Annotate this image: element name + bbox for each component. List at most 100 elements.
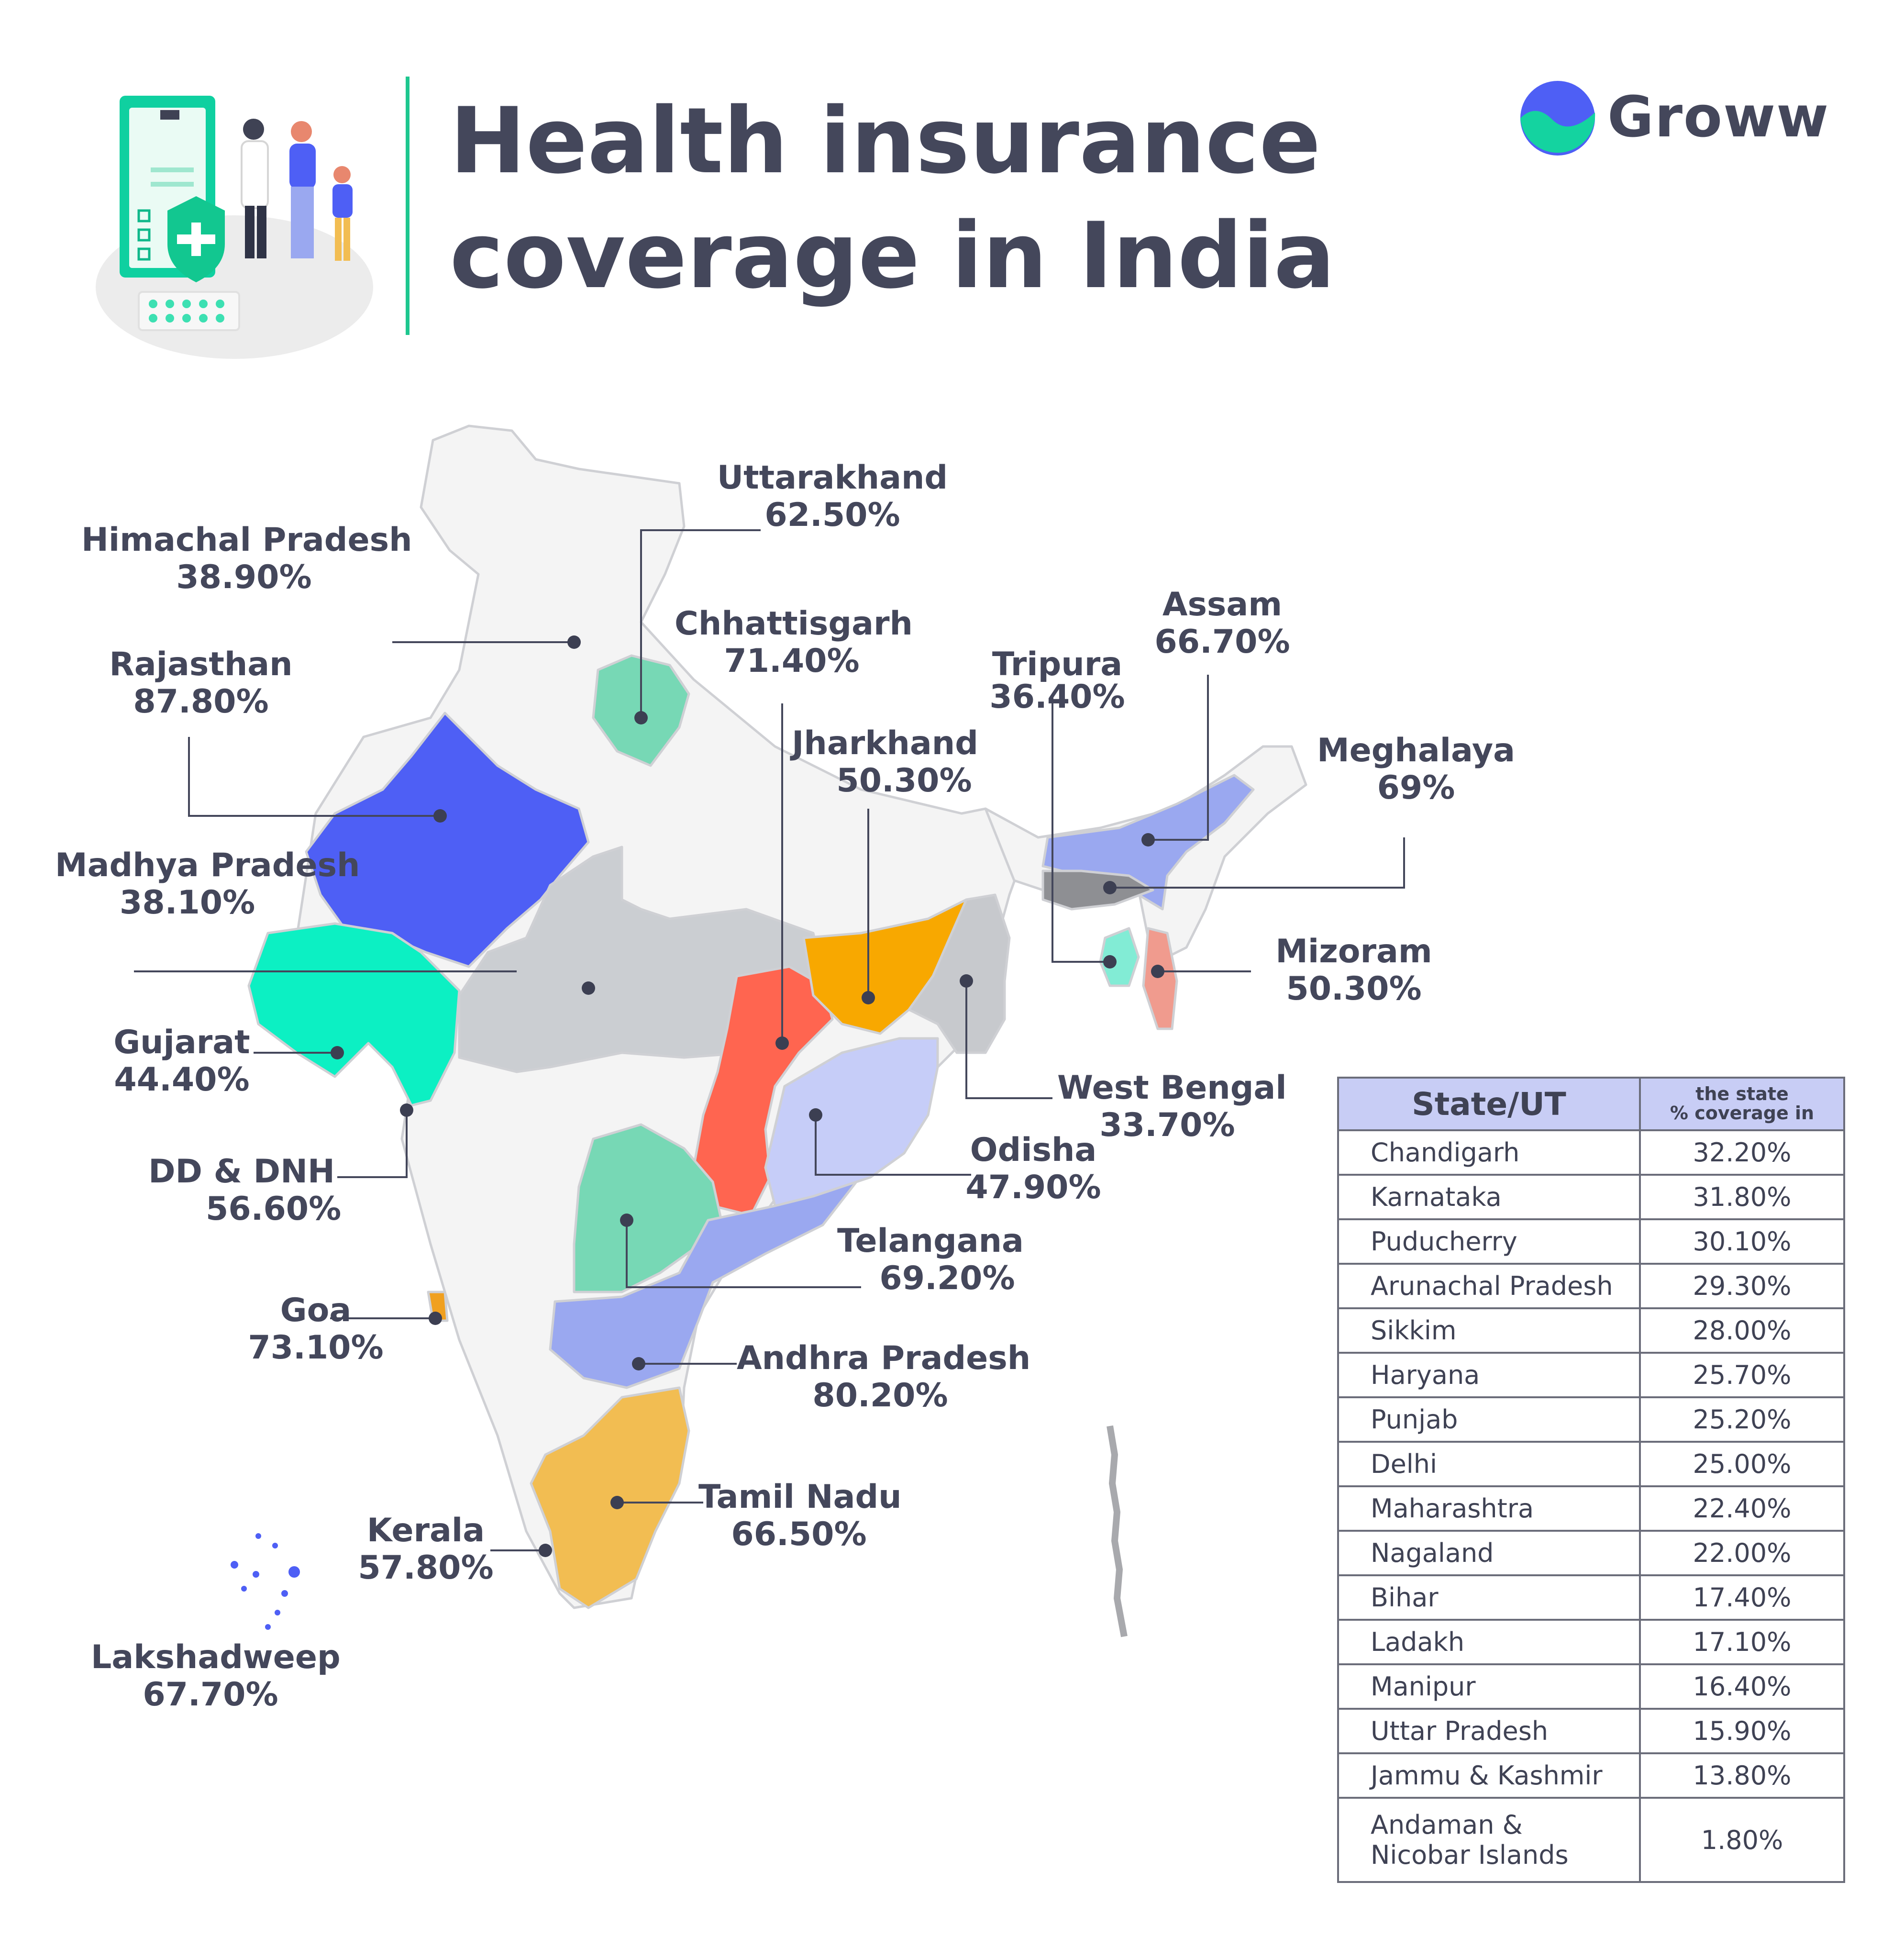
table-cell-state-line1: Andaman &: [1371, 1810, 1523, 1840]
table-row: Bihar 17.40%: [1337, 1574, 1845, 1621]
table-cell-value: 25.20%: [1639, 1396, 1845, 1443]
table-cell-value: 17.10%: [1639, 1619, 1845, 1665]
label-odisha-name: Odisha: [970, 1131, 1097, 1169]
label-goa-name: Goa: [280, 1292, 352, 1329]
table-cell-value: 29.30%: [1639, 1263, 1845, 1309]
label-lakshadweep-value: 67.70%: [143, 1676, 278, 1714]
table-cell-state: Nagaland: [1337, 1530, 1641, 1576]
label-uttarakhand-name: Uttarakhand: [717, 459, 948, 497]
westbengal-region: [908, 893, 1011, 1054]
label-madhya: Madhya Pradesh 38.10%: [55, 846, 360, 922]
label-madhya-value: 38.10%: [120, 884, 255, 922]
label-westbengal-name: West Bengal: [1057, 1069, 1287, 1107]
page-title-line1: Health insurance: [450, 88, 1321, 194]
label-lakshadweep-name: Lakshadweep: [91, 1638, 341, 1676]
table-row: Chandigarh 32.20%: [1337, 1129, 1845, 1176]
lakshadweep-islands: [231, 1533, 300, 1630]
table-cell-value: 22.00%: [1639, 1530, 1845, 1576]
label-tamilnadu: Tamil Nadu 66.50%: [698, 1478, 902, 1554]
label-dddnh-value: 56.60%: [206, 1190, 342, 1228]
table-row: Delhi 25.00%: [1337, 1441, 1845, 1487]
table-cell-state: Delhi: [1337, 1441, 1641, 1487]
label-chhattisgarh-name: Chhattisgarh: [675, 605, 913, 643]
table-cell-state: Chandigarh: [1337, 1129, 1641, 1176]
table-cell-state: Haryana: [1337, 1352, 1641, 1398]
header: Health insurance coverage in India Groww: [0, 0, 1904, 364]
label-kerala-name: Kerala: [366, 1512, 485, 1549]
table-row: Ladakh 17.10%: [1337, 1619, 1845, 1665]
andhra-region: [549, 1180, 858, 1389]
table-row: Andaman & Nicobar Islands 1.80%: [1337, 1797, 1845, 1883]
tamilnadu-region: [530, 1386, 690, 1609]
table-cell-value: 30.10%: [1639, 1218, 1845, 1265]
table-row: Uttar Pradesh 15.90%: [1337, 1708, 1845, 1754]
table-cell-state: Karnataka: [1337, 1174, 1641, 1220]
label-odisha: Odisha 47.90%: [962, 1131, 1105, 1206]
label-meghalaya-value: 69%: [1377, 769, 1455, 807]
label-mizoram-name: Mizoram: [1275, 933, 1432, 970]
table-row: Maharashtra 22.40%: [1337, 1485, 1845, 1532]
coverage-table: State/UT the state % coverage in Chandig…: [1337, 1077, 1845, 1883]
table-row: Punjab 25.20%: [1337, 1396, 1845, 1443]
label-kerala: Kerala 57.80%: [354, 1512, 498, 1587]
table-cell-state: Andaman & Nicobar Islands: [1337, 1797, 1641, 1883]
table-header-coverage: the state % coverage in: [1639, 1077, 1845, 1131]
label-rajasthan-value: 87.80%: [133, 683, 269, 721]
label-rajasthan: Rajasthan 87.80%: [96, 646, 306, 721]
table-cell-value: 22.40%: [1639, 1485, 1845, 1532]
label-andhra-value: 80.20%: [812, 1377, 948, 1415]
table-row: Manipur 16.40%: [1337, 1663, 1845, 1710]
label-chhattisgarh: Chhattisgarh 71.40%: [675, 605, 913, 680]
header-divider: [406, 77, 410, 335]
table-cell-value: 32.20%: [1639, 1129, 1845, 1176]
table-row: Sikkim 28.00%: [1337, 1307, 1845, 1354]
table-cell-state-line2: Nicobar Islands: [1371, 1840, 1569, 1870]
mizoram-region: [1142, 927, 1178, 1030]
table-cell-value: 25.00%: [1639, 1441, 1845, 1487]
table-row: Karnataka 31.80%: [1337, 1174, 1845, 1220]
label-tamilnadu-name: Tamil Nadu: [698, 1478, 902, 1516]
table-row: Jammu & Kashmir 13.80%: [1337, 1752, 1845, 1799]
label-telangana-name: Telangana: [837, 1222, 1024, 1260]
label-uttarakhand-value: 62.50%: [764, 496, 900, 535]
table-cell-state: Arunachal Pradesh: [1337, 1263, 1641, 1309]
rajasthan-region: [305, 712, 590, 968]
table-row: Arunachal Pradesh 29.30%: [1337, 1263, 1845, 1309]
table-header-row: State/UT the state % coverage in: [1337, 1077, 1845, 1131]
label-tamilnadu-value: 66.50%: [731, 1515, 867, 1554]
label-uttarakhand: Uttarakhand 62.50%: [708, 459, 957, 534]
label-westbengal: West Bengal 33.70%: [1057, 1069, 1287, 1144]
label-rajasthan-name: Rajasthan: [109, 646, 293, 683]
label-gujarat: Gujarat 44.40%: [110, 1024, 254, 1099]
label-goa-value: 73.10%: [248, 1329, 384, 1367]
brand-name: Groww: [1607, 84, 1830, 150]
table-cell-state: Sikkim: [1337, 1307, 1641, 1354]
label-gujarat-name: Gujarat: [113, 1024, 250, 1061]
table-cell-value: 15.90%: [1639, 1708, 1845, 1754]
label-andhra-name: Andhra Pradesh: [737, 1339, 1031, 1377]
label-tripura: Tripura 36.40%: [976, 646, 1139, 716]
label-mizoram-value: 50.30%: [1286, 970, 1422, 1008]
odisha-region: [764, 1037, 939, 1207]
label-madhya-name: Madhya Pradesh: [55, 846, 360, 884]
label-chhattisgarh-value: 71.40%: [724, 642, 860, 680]
label-tripura-name: Tripura: [992, 646, 1123, 683]
health-insurance-illustration: [96, 96, 373, 359]
label-assam-name: Assam: [1162, 586, 1283, 624]
label-meghalaya-name: Meghalaya: [1317, 732, 1516, 769]
label-telangana-value: 69.20%: [879, 1259, 1015, 1298]
label-andhra: Andhra Pradesh 80.20%: [737, 1339, 1031, 1415]
label-dddnh: DD & DNH 56.60%: [148, 1153, 342, 1228]
label-tripura-value: 36.40%: [989, 678, 1125, 716]
label-mizoram: Mizoram 50.30%: [1263, 933, 1445, 1008]
gujarat-region: [247, 922, 461, 1107]
table-cell-state: Manipur: [1337, 1663, 1641, 1710]
table-cell-value: 17.40%: [1639, 1574, 1845, 1621]
label-telangana: Telangana 69.20%: [837, 1222, 1024, 1298]
label-dddnh-name: DD & DNH: [148, 1153, 335, 1191]
table-header-coverage-line2: % coverage in: [1670, 1102, 1815, 1124]
table-cell-state: Ladakh: [1337, 1619, 1641, 1665]
table-cell-value: 1.80%: [1639, 1797, 1845, 1883]
table-cell-value: 31.80%: [1639, 1174, 1845, 1220]
andaman-islands: [1107, 1425, 1128, 1637]
